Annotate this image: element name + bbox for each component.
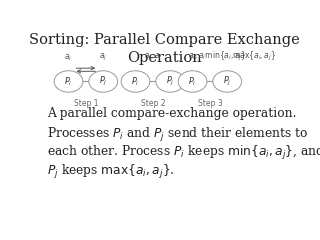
Text: $P_j$: $P_j$ xyxy=(99,75,108,88)
Circle shape xyxy=(54,71,83,92)
Text: A parallel compare-exchange operation.: A parallel compare-exchange operation. xyxy=(47,107,297,120)
Circle shape xyxy=(121,71,150,92)
Text: Step 3: Step 3 xyxy=(197,99,222,108)
Circle shape xyxy=(178,71,207,92)
Text: $a_j$: $a_j$ xyxy=(99,52,107,63)
Text: Sorting: Parallel Compare Exchange
Operation: Sorting: Parallel Compare Exchange Opera… xyxy=(28,33,300,65)
Text: each other. Process $P_i$ keeps $\mathrm{min}\{a_i,a_j\}$, and: each other. Process $P_i$ keeps $\mathrm… xyxy=(47,144,320,162)
Text: $P_i$: $P_i$ xyxy=(64,75,73,88)
Text: $a_i, a_j$: $a_i, a_j$ xyxy=(144,52,162,63)
Text: Step 1: Step 1 xyxy=(74,99,98,108)
Circle shape xyxy=(89,71,118,92)
Text: $P_j$: $P_j$ xyxy=(223,75,231,88)
Circle shape xyxy=(213,71,242,92)
Text: Step 2: Step 2 xyxy=(140,99,165,108)
Text: $P_i$: $P_i$ xyxy=(188,75,197,88)
Text: $P_i$: $P_i$ xyxy=(131,75,140,88)
Text: $a_i$: $a_i$ xyxy=(64,53,73,63)
Text: $P_j$ keeps $\mathrm{max}\{a_i, a_j\}$.: $P_j$ keeps $\mathrm{max}\{a_i, a_j\}$. xyxy=(47,163,175,181)
Text: $P_j$: $P_j$ xyxy=(166,75,174,88)
Text: $\mathrm{max}\{a_i, a_j\}$: $\mathrm{max}\{a_i, a_j\}$ xyxy=(232,50,276,63)
Text: Processes $P_i$ and $P_j$ send their elements to: Processes $P_i$ and $P_j$ send their ele… xyxy=(47,126,309,144)
Text: $a_i, a_i\mathrm{min}\{a_i, a_j\}$: $a_i, a_i\mathrm{min}\{a_i, a_j\}$ xyxy=(188,50,246,63)
Circle shape xyxy=(156,71,185,92)
